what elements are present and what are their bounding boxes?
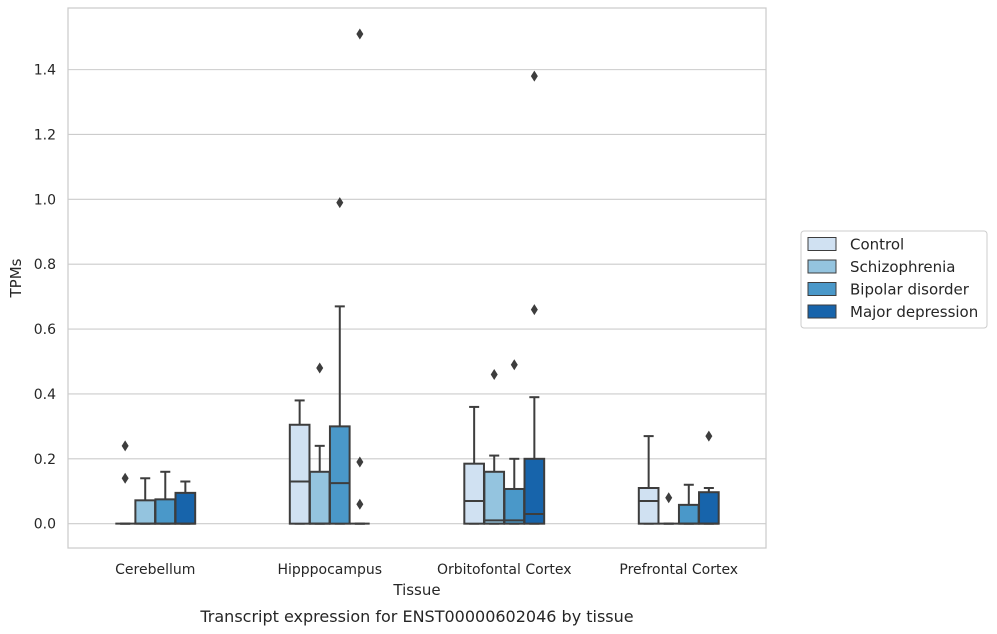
outlier-point — [356, 28, 364, 40]
y-tick-label: 0.4 — [34, 387, 56, 403]
x-tick-label: Prefrontal Cortex — [619, 562, 738, 578]
gridlines — [68, 69, 766, 525]
outlier-point — [490, 368, 498, 380]
box-hipppocampus-major-depression — [350, 28, 370, 525]
y-tick-label: 0.0 — [34, 517, 56, 533]
box-iqr — [328, 425, 351, 525]
outlier-point — [121, 440, 129, 452]
box-iqr — [288, 423, 311, 525]
box-orbitofontal-cortex-schizophrenia — [483, 368, 506, 525]
box-iqr — [134, 499, 157, 525]
box-prefrontal-cortex-bipolar-disorder — [677, 483, 700, 525]
legend-label-schizophrenia: Schizophrenia — [850, 258, 955, 276]
series-schizophrenia — [134, 362, 679, 525]
legend: Control Schizophrenia Bipolar disorder Majo… — [800, 230, 988, 329]
box-prefrontal-cortex-major-depression — [698, 430, 720, 525]
y-tick-label: 1.0 — [34, 192, 56, 208]
x-tick-label: Cerebellum — [115, 562, 195, 578]
series-bipolar-disorder — [154, 197, 700, 525]
chart-caption: Transcript expression for ENST0000060204… — [199, 607, 633, 626]
box-iqr — [463, 462, 485, 525]
legend-swatch-schizophrenia — [807, 259, 837, 274]
outlier-point — [510, 359, 518, 371]
outlier-point — [530, 70, 538, 82]
box-prefrontal-cortex-control — [637, 435, 660, 525]
box-hipppocampus-control — [288, 399, 311, 525]
x-axis-ticks: Cerebellum Hipppocampus Orbitofontal Corte… — [115, 562, 738, 578]
box-iqr — [637, 487, 660, 525]
legend-swatch-control — [807, 237, 837, 251]
box-orbitofontal-cortex-control — [463, 405, 485, 525]
box-iqr — [677, 503, 700, 525]
x-axis-label: Tissue — [392, 581, 440, 599]
y-tick-label: 0.6 — [34, 322, 56, 338]
outlier-point — [336, 197, 344, 209]
outlier-point — [356, 456, 364, 468]
box-iqr — [503, 487, 526, 525]
box-cerebellum-major-depression — [174, 480, 197, 525]
x-tick-label: Hipppocampus — [277, 562, 382, 578]
box-iqr — [308, 470, 331, 525]
box-iqr — [154, 498, 177, 525]
y-axis-label: TPMs — [7, 258, 25, 298]
legend-frame — [800, 230, 988, 329]
outlier-point — [530, 304, 538, 316]
outlier-point — [121, 472, 129, 484]
y-tick-label: 1.2 — [34, 127, 56, 143]
box-prefrontal-cortex-schizophrenia — [658, 492, 679, 525]
box-hipppocampus-schizophrenia — [308, 362, 331, 525]
series-control — [115, 399, 660, 525]
y-axis-ticks: 0.0 0.2 0.4 0.6 0.8 1.0 1.2 1.4 — [34, 63, 56, 533]
box-orbitofontal-cortex-major-depression — [523, 70, 546, 525]
legend-label-control: Control — [850, 236, 904, 254]
box-iqr — [523, 457, 546, 525]
box-iqr — [483, 470, 506, 525]
x-tick-label: Orbitofontal Cortex — [437, 562, 572, 578]
y-tick-label: 0.8 — [34, 257, 56, 273]
legend-label-major-depression: Major depression — [850, 303, 978, 321]
box-series — [115, 28, 720, 525]
legend-entries: Control Schizophrenia Bipolar disorder Majo… — [807, 236, 978, 321]
outlier-point — [705, 430, 713, 442]
plot-frame — [67, 7, 767, 549]
series-major-depression — [174, 28, 720, 525]
outlier-point — [665, 492, 673, 504]
box-cerebellum-bipolar-disorder — [154, 470, 177, 525]
legend-label-bipolar-disorder: Bipolar disorder — [850, 281, 970, 299]
legend-swatch-major-depression — [807, 304, 837, 319]
outlier-point — [316, 362, 324, 374]
box-orbitofontal-cortex-bipolar-disorder — [503, 359, 526, 525]
outlier-point — [356, 498, 364, 510]
box-iqr — [698, 491, 720, 525]
box-cerebellum-control — [115, 440, 135, 525]
legend-swatch-bipolar-disorder — [807, 282, 837, 296]
box-iqr — [174, 491, 197, 525]
y-tick-label: 0.2 — [34, 452, 56, 468]
y-tick-label: 1.4 — [34, 63, 56, 79]
box-cerebellum-schizophrenia — [134, 477, 157, 525]
box-hipppocampus-bipolar-disorder — [328, 197, 351, 525]
